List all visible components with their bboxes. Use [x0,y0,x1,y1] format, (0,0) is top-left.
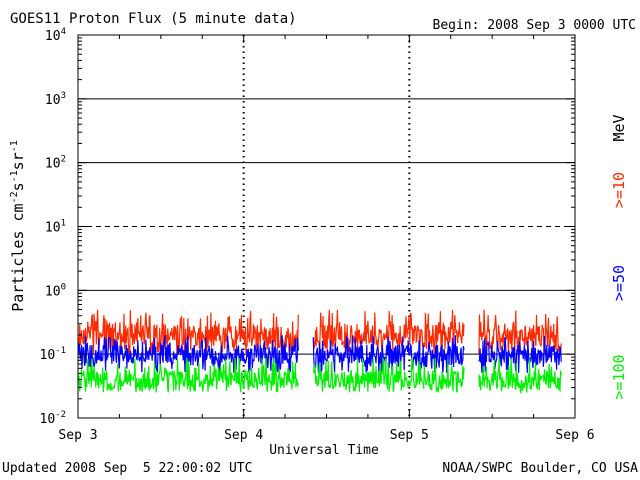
credit-label: NOAA/SWPC Boulder, CO USA [442,461,638,476]
x-tick-label: Sep 6 [555,428,594,443]
y-tick-label: 100 [45,282,66,299]
x-tick-label: Sep 4 [224,428,263,443]
y-tick-label: 104 [45,27,66,44]
y-tick-label: 10-2 [40,410,67,427]
series-line-ge100 [78,357,562,394]
x-tick-label: Sep 3 [58,428,97,443]
begin-time-label: Begin: 2008 Sep 3 0000 UTC [433,18,637,33]
chart-title: GOES11 Proton Flux (5 minute data) [10,11,297,27]
y-tick-label: 102 [45,155,66,172]
legend-series-ge100: >=100 [610,354,628,399]
axis-group: 10-2 10-1 100 101 102 103 104 Sep 3 Sep 4 Sep 5 Se… [40,27,595,443]
y-axis-label: Particles cm-2s-1sr-1 [9,140,27,312]
legend-series-ge10: >=10 [610,172,628,208]
legend-series-ge50: >=50 [610,265,628,301]
legend-unit-mev: MeV [610,114,628,141]
x-axis-label: Universal Time [269,443,379,458]
y-tick-label: 10-1 [40,346,67,363]
series-group [78,309,562,394]
svg-text:Particles cm-2s-1sr-1: Particles cm-2s-1sr-1 [9,140,27,312]
y-tick-label: 103 [45,91,66,108]
x-tick-label: Sep 5 [390,428,429,443]
updated-timestamp: Updated 2008 Sep 5 22:00:02 UTC [2,461,252,476]
y-tick-label: 101 [45,219,66,236]
